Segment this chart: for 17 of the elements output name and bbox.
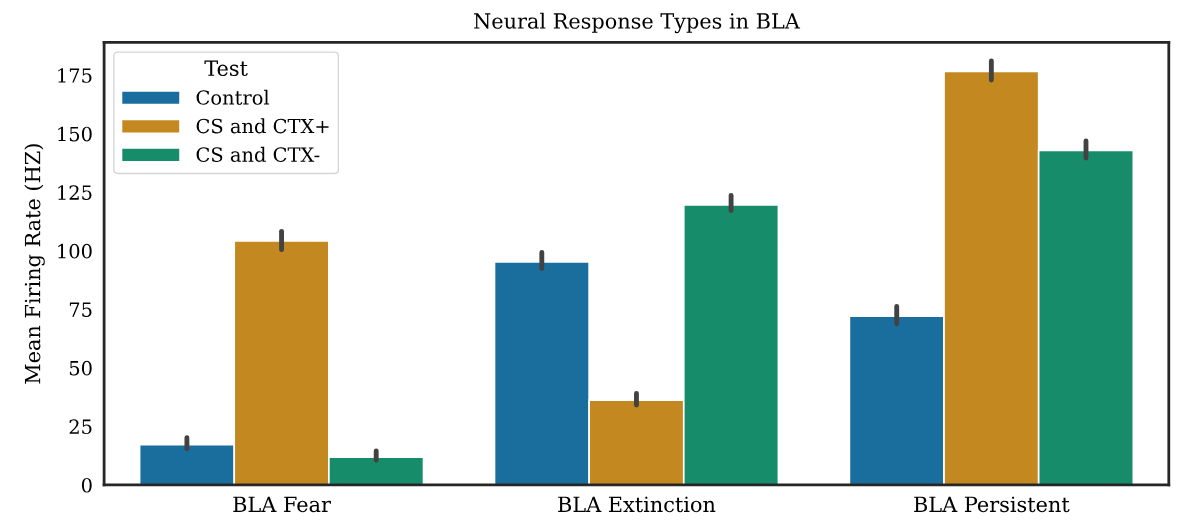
legend-title: Test [204, 60, 248, 77]
y-tick-label: 50 [69, 360, 92, 376]
legend-label: CS and CTX- [196, 146, 320, 162]
y-tick-label: 75 [69, 302, 92, 317]
y-tick-label: 100 [58, 243, 92, 259]
y-tick-label: 0 [81, 477, 92, 493]
x-tick-label: BLA Persistent [914, 496, 1070, 513]
chart-title: Neural Response Types in BLA [474, 12, 801, 34]
y-tick-label: 175 [58, 68, 92, 83]
x-tick-label: BLA Extinction [558, 496, 716, 513]
legend-label: CS and CTX+ [196, 118, 329, 134]
y-axis-title: Mean Firing Rate (HZ) [24, 144, 45, 384]
legend-label: Control [196, 89, 270, 105]
y-tick-label: 150 [58, 126, 92, 142]
y-tick-label: 25 [69, 419, 92, 435]
y-tick-label: 125 [58, 185, 92, 200]
x-tick-label: BLA Fear [233, 496, 331, 513]
